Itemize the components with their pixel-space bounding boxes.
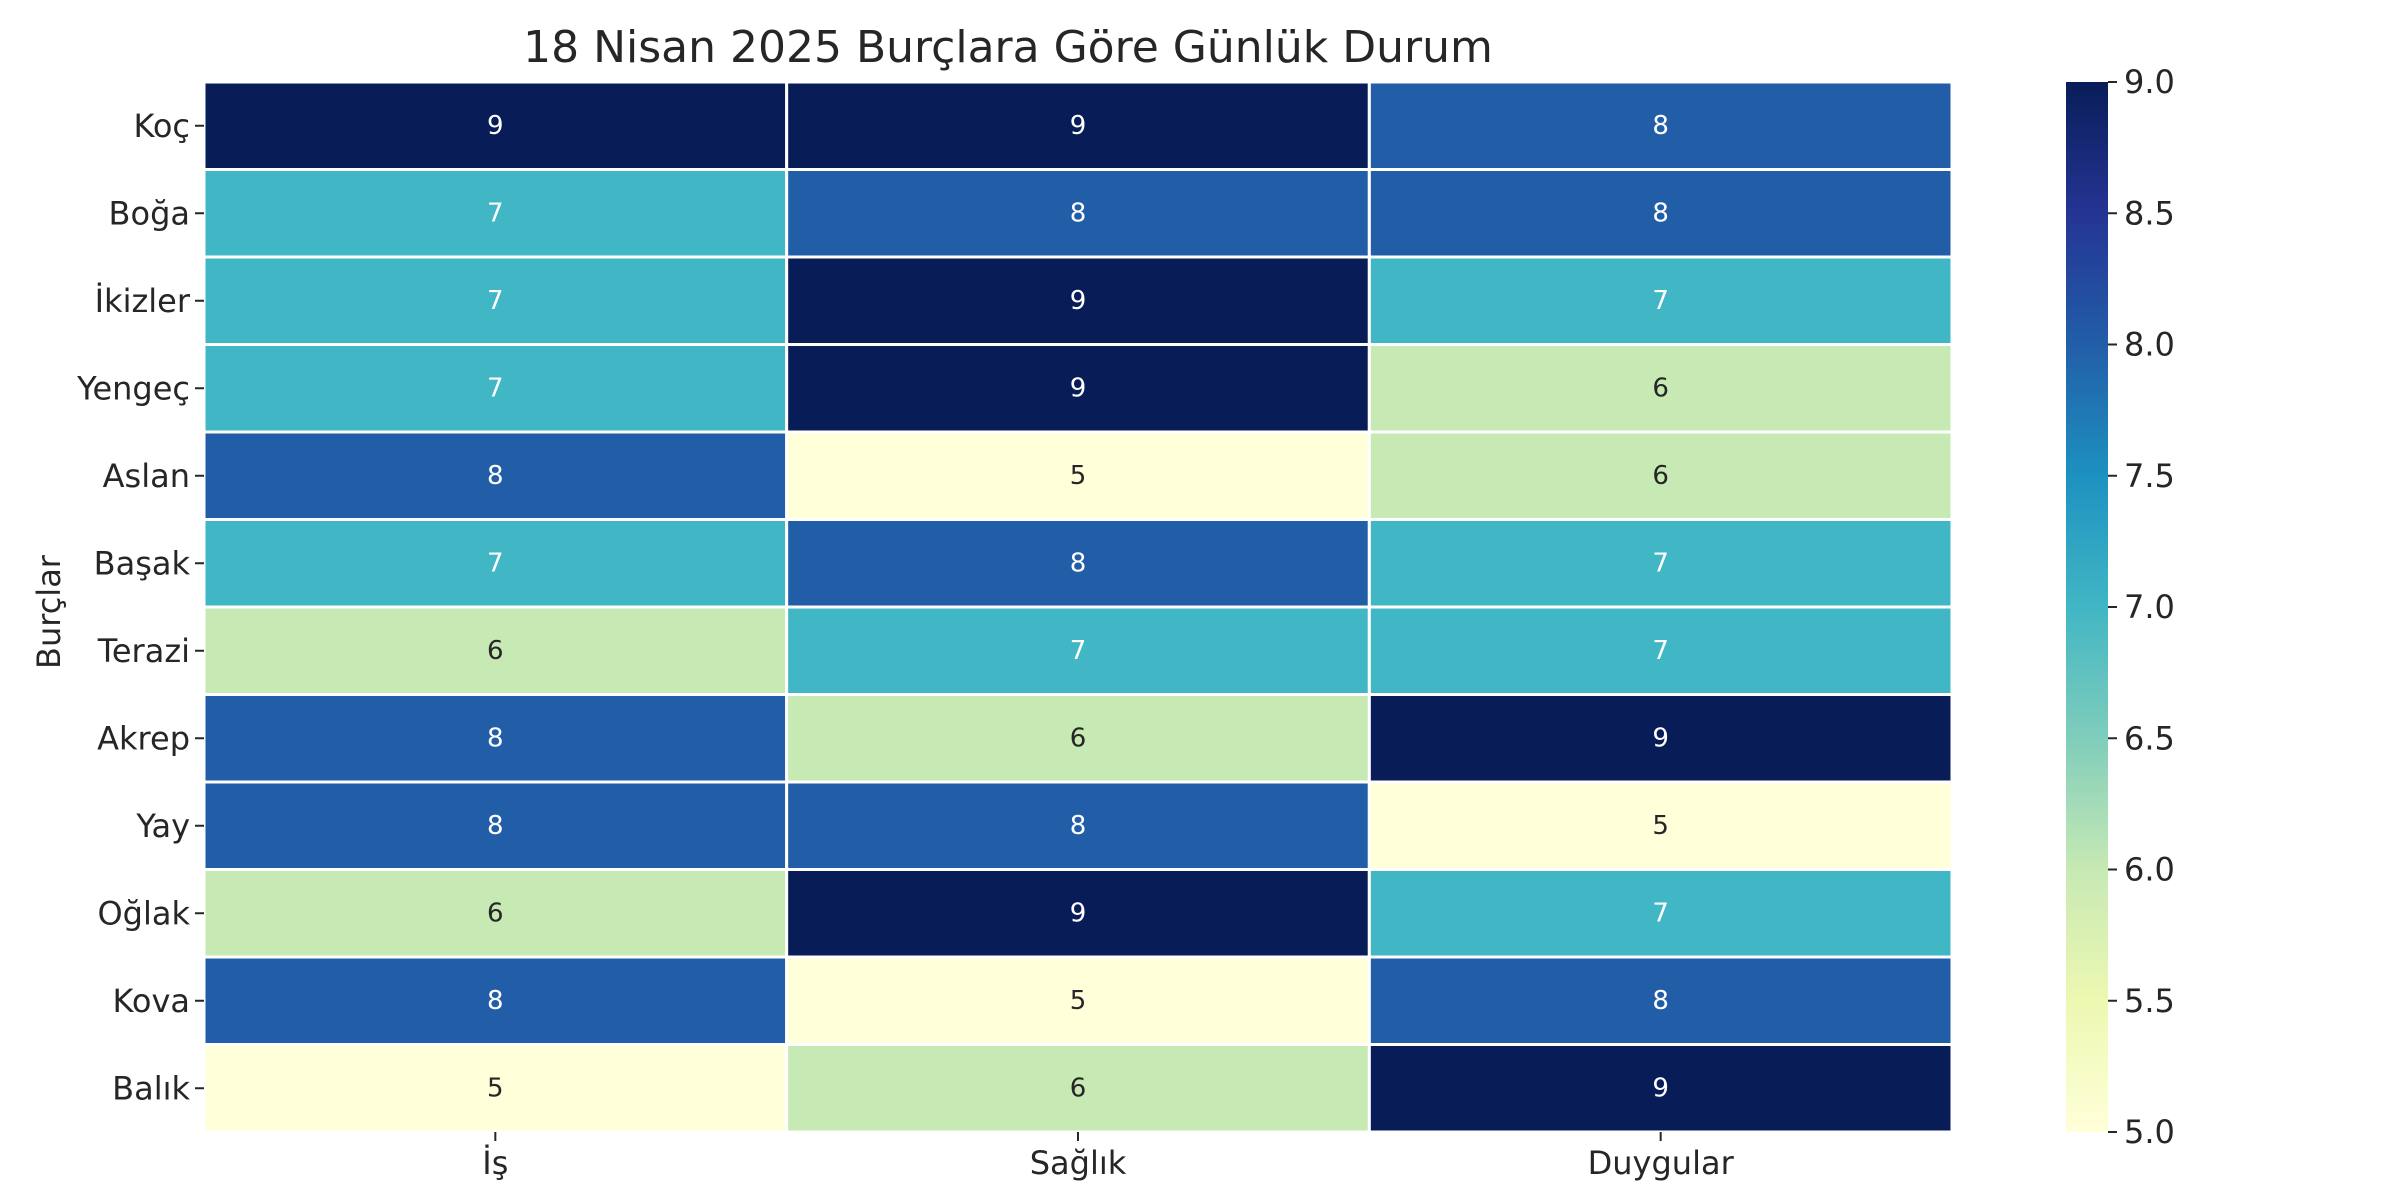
heatmap-cell [202,868,789,959]
heatmap-cell [1367,605,1954,696]
heatmap-cell [1367,780,1954,871]
cell-value: 8 [1070,548,1087,578]
colorbar-tick-label: 5.0 [2124,1113,2175,1151]
heatmap-cell [1367,955,1954,1046]
colorbar-tick-label: 7.0 [2124,588,2175,626]
cell-value: 5 [1070,461,1087,491]
row-tick-label: Boğa [109,194,190,232]
cell-value: 6 [487,898,504,928]
cell-value: 7 [487,373,504,403]
heatmap-cell [785,868,1371,959]
cell-value: 8 [1070,811,1087,841]
cell-value: 6 [1652,373,1669,403]
column-tick-labels: İş Sağlık Duygular [482,1132,1735,1182]
cell-value: 9 [487,111,504,141]
chart-title: 18 Nisan 2025 Burçlara Göre Günlük Durum [523,22,1493,73]
cell-value: 7 [1652,548,1669,578]
heatmap-cell [1367,80,1954,171]
heatmap-cell [785,430,1371,521]
cell-value: 7 [487,286,504,316]
cell-value: 8 [487,986,504,1016]
cell-annotations: 9 9 8 7 8 8 7 9 7 7 9 6 8 5 6 7 8 7 6 7 7 8 6 9 8 8 5 6 9 7 8 5 8 5 6 9 [487,111,1669,1104]
colorbar-tick-label: 5.5 [2124,982,2175,1020]
row-tick-label: Kova [112,982,190,1020]
row-tick-label: Yengeç [76,369,190,407]
cell-value: 5 [1652,811,1669,841]
heatmap-cell [1367,518,1954,609]
cell-value: 9 [1652,723,1669,753]
colorbar-tick-label: 7.5 [2124,457,2175,495]
cell-value: 8 [1652,198,1669,228]
colorbar-tick-label: 6.0 [2124,851,2175,889]
colorbar [2066,82,2108,1132]
heatmap-cell [1367,343,1954,434]
heatmap-cell [202,605,789,696]
cell-value: 5 [487,1073,504,1103]
heatmap-cell [202,693,789,784]
heatmap-cell [785,80,1371,171]
row-tick-label: Oğlak [97,894,190,932]
row-tick-label: Balık [112,1069,190,1107]
heatmap-cell [202,80,789,171]
colorbar-ticks: 5.0 5.5 6.0 6.5 7.0 7.5 8.0 8.5 9.0 [2108,63,2175,1151]
heatmap-cell [1367,1043,1954,1134]
heatmap-cell [202,780,789,871]
row-tick-labels: Koç Boğa İkizler Yengeç Aslan Başak Terazi Akre… [76,107,204,1107]
cell-value: 9 [1070,286,1087,316]
cell-value: 9 [1070,898,1087,928]
heatmap-cell [1367,693,1954,784]
heatmap-cells [202,80,1954,1134]
cell-value: 8 [487,723,504,753]
cell-value: 8 [487,811,504,841]
row-tick-label: Koç [133,107,190,145]
cell-value: 8 [1652,111,1669,141]
cell-value: 5 [1070,986,1087,1016]
row-tick-label: Yay [135,807,190,845]
cell-value: 8 [1652,986,1669,1016]
colorbar-tick-label: 8.0 [2124,326,2175,364]
row-tick-label: Akrep [97,719,190,757]
heatmap-cell [202,343,789,434]
cell-value: 6 [1652,461,1669,491]
heatmap-cell [785,518,1371,609]
cell-value: 7 [1652,898,1669,928]
colorbar-tick-label: 9.0 [2124,63,2175,101]
row-tick-label: Terazi [97,632,190,670]
row-tick-label: İkizler [95,282,191,320]
cell-value: 9 [1070,373,1087,403]
cell-value: 6 [1070,1073,1087,1103]
cell-value: 7 [487,198,504,228]
cell-value: 8 [487,461,504,491]
heatmap-cell [785,255,1371,346]
cell-value: 6 [487,636,504,666]
cell-value: 6 [1070,723,1087,753]
cell-value: 7 [487,548,504,578]
y-axis-label: Burçlar [30,554,68,669]
column-tick-label: Duygular [1588,1144,1735,1182]
heatmap-cell [785,693,1371,784]
heatmap-cell [785,605,1371,696]
row-tick-label: Başak [94,544,191,582]
colorbar-tick-label: 8.5 [2124,194,2175,232]
cell-value: 7 [1652,636,1669,666]
column-tick-label: Sağlık [1030,1144,1127,1182]
cell-value: 9 [1070,111,1087,141]
cell-value: 7 [1070,636,1087,666]
cell-value: 8 [1070,198,1087,228]
heatmap-cell [1367,168,1954,259]
row-tick-label: Aslan [103,457,190,495]
colorbar-tick-label: 6.5 [2124,719,2175,757]
cell-value: 7 [1652,286,1669,316]
heatmap-cell [1367,868,1954,959]
cell-value: 9 [1652,1073,1669,1103]
column-tick-label: İş [482,1144,508,1182]
heatmap-cell [202,955,789,1046]
